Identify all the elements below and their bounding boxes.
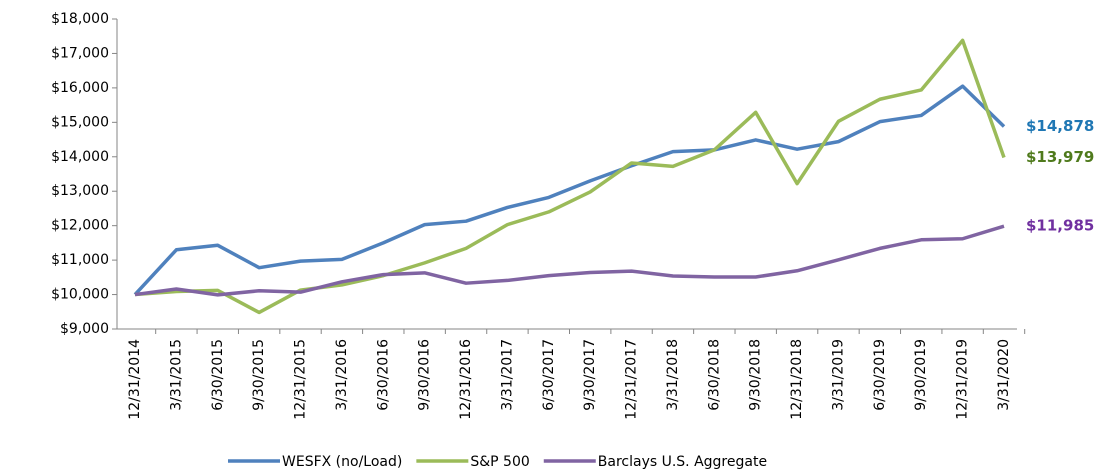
- x-tick-label: 12/31/2017: [624, 339, 640, 420]
- x-tick-label: 3/31/2019: [830, 339, 846, 411]
- x-tick-label: 12/31/2015: [293, 339, 309, 420]
- y-tick-label: $9,000: [60, 321, 109, 337]
- x-tick-label: 9/30/2019: [913, 339, 929, 411]
- x-tick-label: 6/30/2018: [706, 339, 722, 411]
- legend-label: Barclays U.S. Aggregate: [598, 454, 767, 470]
- y-tick-label: $17,000: [51, 45, 109, 61]
- x-tick-label: 6/30/2019: [872, 339, 888, 411]
- y-tick-label: $10,000: [51, 287, 109, 303]
- x-tick-label: 12/31/2019: [955, 339, 971, 420]
- x-tick-label: 9/30/2017: [582, 339, 598, 411]
- legend-label: S&P 500: [470, 454, 529, 470]
- series-line: [134, 38, 1006, 315]
- x-tick-label: 12/31/2016: [458, 339, 474, 420]
- end-value-label: $11,985: [1026, 217, 1094, 235]
- x-tick-label: 3/31/2018: [665, 339, 681, 411]
- x-tick-label: 9/30/2015: [251, 339, 267, 411]
- y-tick-label: $14,000: [51, 149, 109, 165]
- x-tick-label: 12/31/2014: [127, 339, 143, 420]
- x-tick-label: 6/30/2015: [210, 339, 226, 411]
- x-tick-label: 3/31/2015: [168, 339, 184, 411]
- x-tick-label: 3/31/2017: [499, 339, 515, 411]
- x-tick-label: 6/30/2016: [375, 339, 391, 411]
- x-tick-label: 9/30/2018: [748, 339, 764, 411]
- end-value-label: $14,878: [1026, 117, 1094, 135]
- x-tick-label: 3/31/2016: [334, 339, 350, 411]
- y-tick-label: $18,000: [51, 11, 109, 27]
- y-tick-label: $16,000: [51, 80, 109, 96]
- legend-label: WESFX (no/Load): [282, 454, 402, 470]
- x-tick-label: 12/31/2018: [789, 339, 805, 420]
- series-line: [134, 224, 1005, 297]
- y-tick-label: $15,000: [51, 114, 109, 130]
- x-tick-label: 9/30/2016: [417, 339, 433, 411]
- y-tick-label: $13,000: [51, 183, 109, 199]
- end-value-label: $13,979: [1026, 148, 1094, 166]
- y-tick-label: $11,000: [51, 252, 109, 268]
- x-tick-label: 3/31/2020: [996, 339, 1012, 411]
- series-line: [133, 84, 1006, 296]
- y-tick-label: $12,000: [51, 218, 109, 234]
- x-tick-label: 6/30/2017: [541, 339, 557, 411]
